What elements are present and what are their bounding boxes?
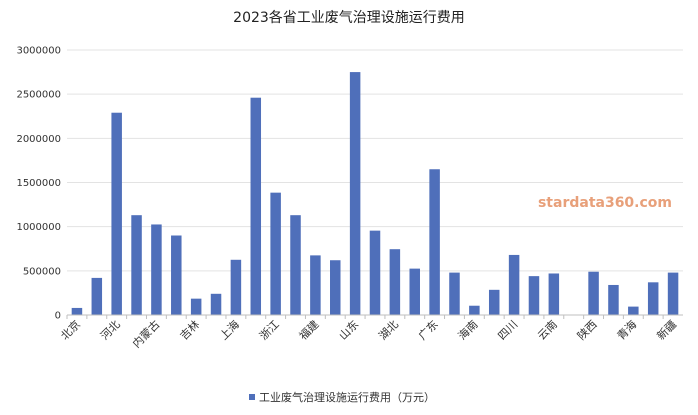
bar: [667, 272, 679, 315]
bar: [190, 298, 202, 315]
x-tick-label: 新疆: [654, 317, 679, 342]
bar: [429, 169, 440, 315]
x-tick-label: 湖北: [376, 318, 401, 343]
gridlines: [67, 49, 683, 316]
bar: [349, 72, 361, 315]
x-tick-label: 河北: [98, 318, 123, 343]
bar: [508, 254, 520, 315]
y-tick-label: 500000: [23, 266, 61, 277]
bar: [608, 284, 619, 315]
x-tick-label: 云南: [535, 318, 560, 343]
x-tick-label: 北京: [58, 317, 83, 342]
y-tick-label: 1500000: [16, 178, 61, 189]
bar: [131, 215, 142, 315]
x-tick-label: 广东: [416, 318, 441, 343]
chart-title: 2023各省工业废气治理设施运行费用: [233, 10, 465, 26]
bar: [628, 306, 639, 315]
bar: [528, 276, 540, 315]
x-tick-label: 吉林: [177, 317, 202, 342]
watermark: stardata360.com: [538, 195, 672, 211]
legend-swatch: [249, 394, 255, 400]
x-tick-label: 福建: [296, 317, 321, 342]
bar: [310, 255, 321, 315]
bar: [409, 268, 420, 315]
x-tick-label: 山东: [337, 318, 362, 343]
y-tick-label: 0: [55, 311, 61, 322]
y-axis-ticks: 0 500000 1000000 1500000 2000000 2500000 30000…: [16, 46, 61, 322]
bar: [330, 260, 341, 315]
x-tick-label: 浙江: [257, 318, 282, 343]
bar: [151, 224, 162, 315]
bar: [449, 272, 460, 315]
x-tick-label: 上海: [217, 317, 242, 342]
legend-label: 工业废气治理设施运行费用（万元）: [259, 390, 435, 404]
bar: [369, 230, 381, 315]
x-tick-label: 青海: [614, 317, 639, 342]
bar: [469, 305, 480, 315]
y-tick-label: 2000000: [16, 134, 61, 145]
x-tick-label: 陕西: [574, 317, 599, 342]
bar: [290, 215, 301, 315]
legend: 工业废气治理设施运行费用（万元）: [249, 390, 435, 404]
bar: [389, 249, 401, 315]
x-axis-ticks: 北京 河北 内蒙古 吉林 上海 浙江 福建 山东 湖北 广东 海南 四川 云南 陕西 青海 新疆: [58, 315, 679, 350]
bar: [250, 97, 262, 315]
bar: [588, 271, 599, 315]
bar: [91, 277, 103, 315]
bar: [270, 192, 281, 315]
bar: [548, 273, 560, 315]
bar: [488, 289, 500, 315]
bars: [71, 72, 679, 315]
y-tick-label: 3000000: [16, 46, 61, 57]
bar: [230, 259, 242, 315]
x-tick-label: 海南: [455, 317, 480, 342]
x-tick-label: 四川: [495, 318, 520, 343]
bar: [111, 112, 122, 315]
x-tick-label: 内蒙古: [129, 317, 162, 350]
bar: [210, 293, 222, 315]
y-tick-label: 2500000: [16, 90, 61, 101]
bar: [71, 307, 83, 315]
bar: [171, 235, 182, 315]
bar: [647, 282, 659, 315]
y-tick-label: 1000000: [16, 222, 61, 233]
